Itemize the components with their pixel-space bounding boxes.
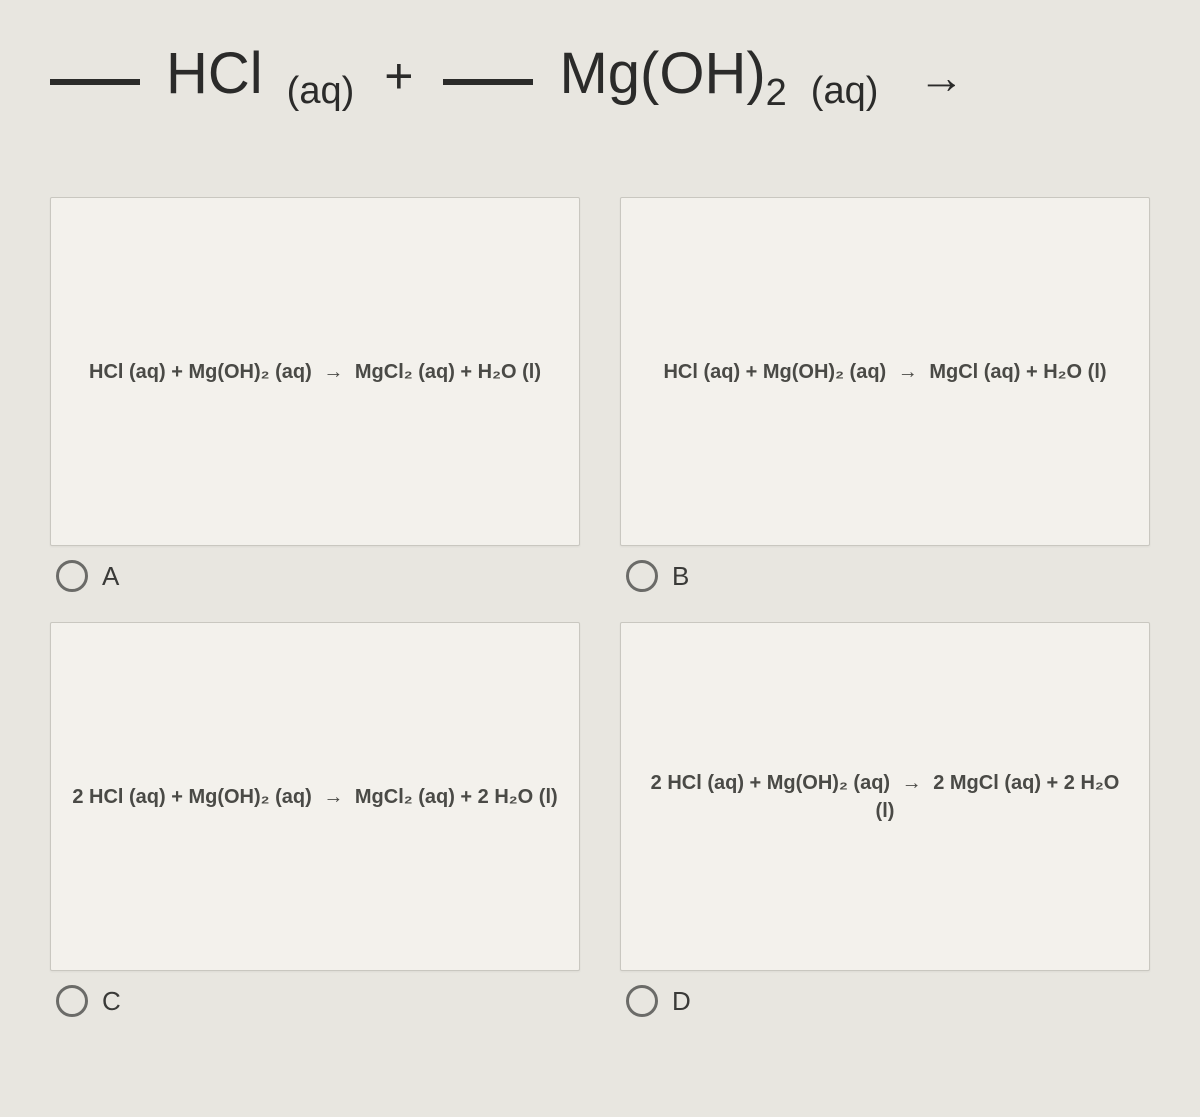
option-b-label-row: B	[620, 546, 1150, 592]
arrow-icon: →	[896, 772, 928, 794]
option-b-label: B	[672, 561, 689, 592]
stem-equation: HCl (aq) + Mg(OH)2 (aq) →	[50, 40, 1150, 107]
options-grid: HCl (aq) + Mg(OH)₂ (aq) → MgCl₂ (aq) + H…	[50, 197, 1150, 1017]
question-page: HCl (aq) + Mg(OH)2 (aq) → HCl (aq) + Mg(…	[0, 0, 1200, 1117]
option-a-card: HCl (aq) + Mg(OH)₂ (aq) → MgCl₂ (aq) + H…	[50, 197, 580, 546]
arrow-icon: →	[317, 361, 349, 383]
reaction-arrow: →	[898, 50, 964, 104]
option-d-label-row: D	[620, 971, 1150, 1017]
option-d-card: 2 HCl (aq) + Mg(OH)₂ (aq) → 2 MgCl (aq) …	[620, 622, 1150, 971]
option-d-label: D	[672, 986, 691, 1017]
option-d[interactable]: 2 HCl (aq) + Mg(OH)₂ (aq) → 2 MgCl (aq) …	[620, 622, 1150, 1017]
coefficient-blank-2	[443, 79, 533, 85]
term1-formula: HCl	[166, 40, 263, 107]
option-b-card: HCl (aq) + Mg(OH)₂ (aq) → MgCl (aq) + H₂…	[620, 197, 1150, 546]
option-c-label-row: C	[50, 971, 580, 1017]
radio-c[interactable]	[56, 985, 88, 1017]
option-c-card: 2 HCl (aq) + Mg(OH)₂ (aq) → MgCl₂ (aq) +…	[50, 622, 580, 971]
radio-a[interactable]	[56, 560, 88, 592]
term2-state: (aq)	[807, 70, 879, 113]
option-c[interactable]: 2 HCl (aq) + Mg(OH)₂ (aq) → MgCl₂ (aq) +…	[50, 622, 580, 1017]
radio-b[interactable]	[626, 560, 658, 592]
option-a-label: A	[102, 561, 119, 592]
plus-sign: +	[374, 47, 423, 105]
coefficient-blank-1	[50, 79, 140, 85]
option-b[interactable]: HCl (aq) + Mg(OH)₂ (aq) → MgCl (aq) + H₂…	[620, 197, 1150, 592]
arrow-icon: →	[317, 786, 349, 808]
option-c-label: C	[102, 986, 121, 1017]
option-a-equation: HCl (aq) + Mg(OH)₂ (aq) → MgCl₂ (aq) + H…	[89, 358, 541, 386]
option-a[interactable]: HCl (aq) + Mg(OH)₂ (aq) → MgCl₂ (aq) + H…	[50, 197, 580, 592]
option-a-label-row: A	[50, 546, 580, 592]
term1-state: (aq)	[283, 70, 355, 113]
term2-formula: Mg(OH)2	[559, 40, 786, 107]
option-c-equation: 2 HCl (aq) + Mg(OH)₂ (aq) → MgCl₂ (aq) +…	[72, 783, 557, 811]
option-b-equation: HCl (aq) + Mg(OH)₂ (aq) → MgCl (aq) + H₂…	[663, 358, 1106, 386]
option-d-equation: 2 HCl (aq) + Mg(OH)₂ (aq) → 2 MgCl (aq) …	[641, 769, 1129, 825]
arrow-icon: →	[892, 361, 924, 383]
radio-d[interactable]	[626, 985, 658, 1017]
